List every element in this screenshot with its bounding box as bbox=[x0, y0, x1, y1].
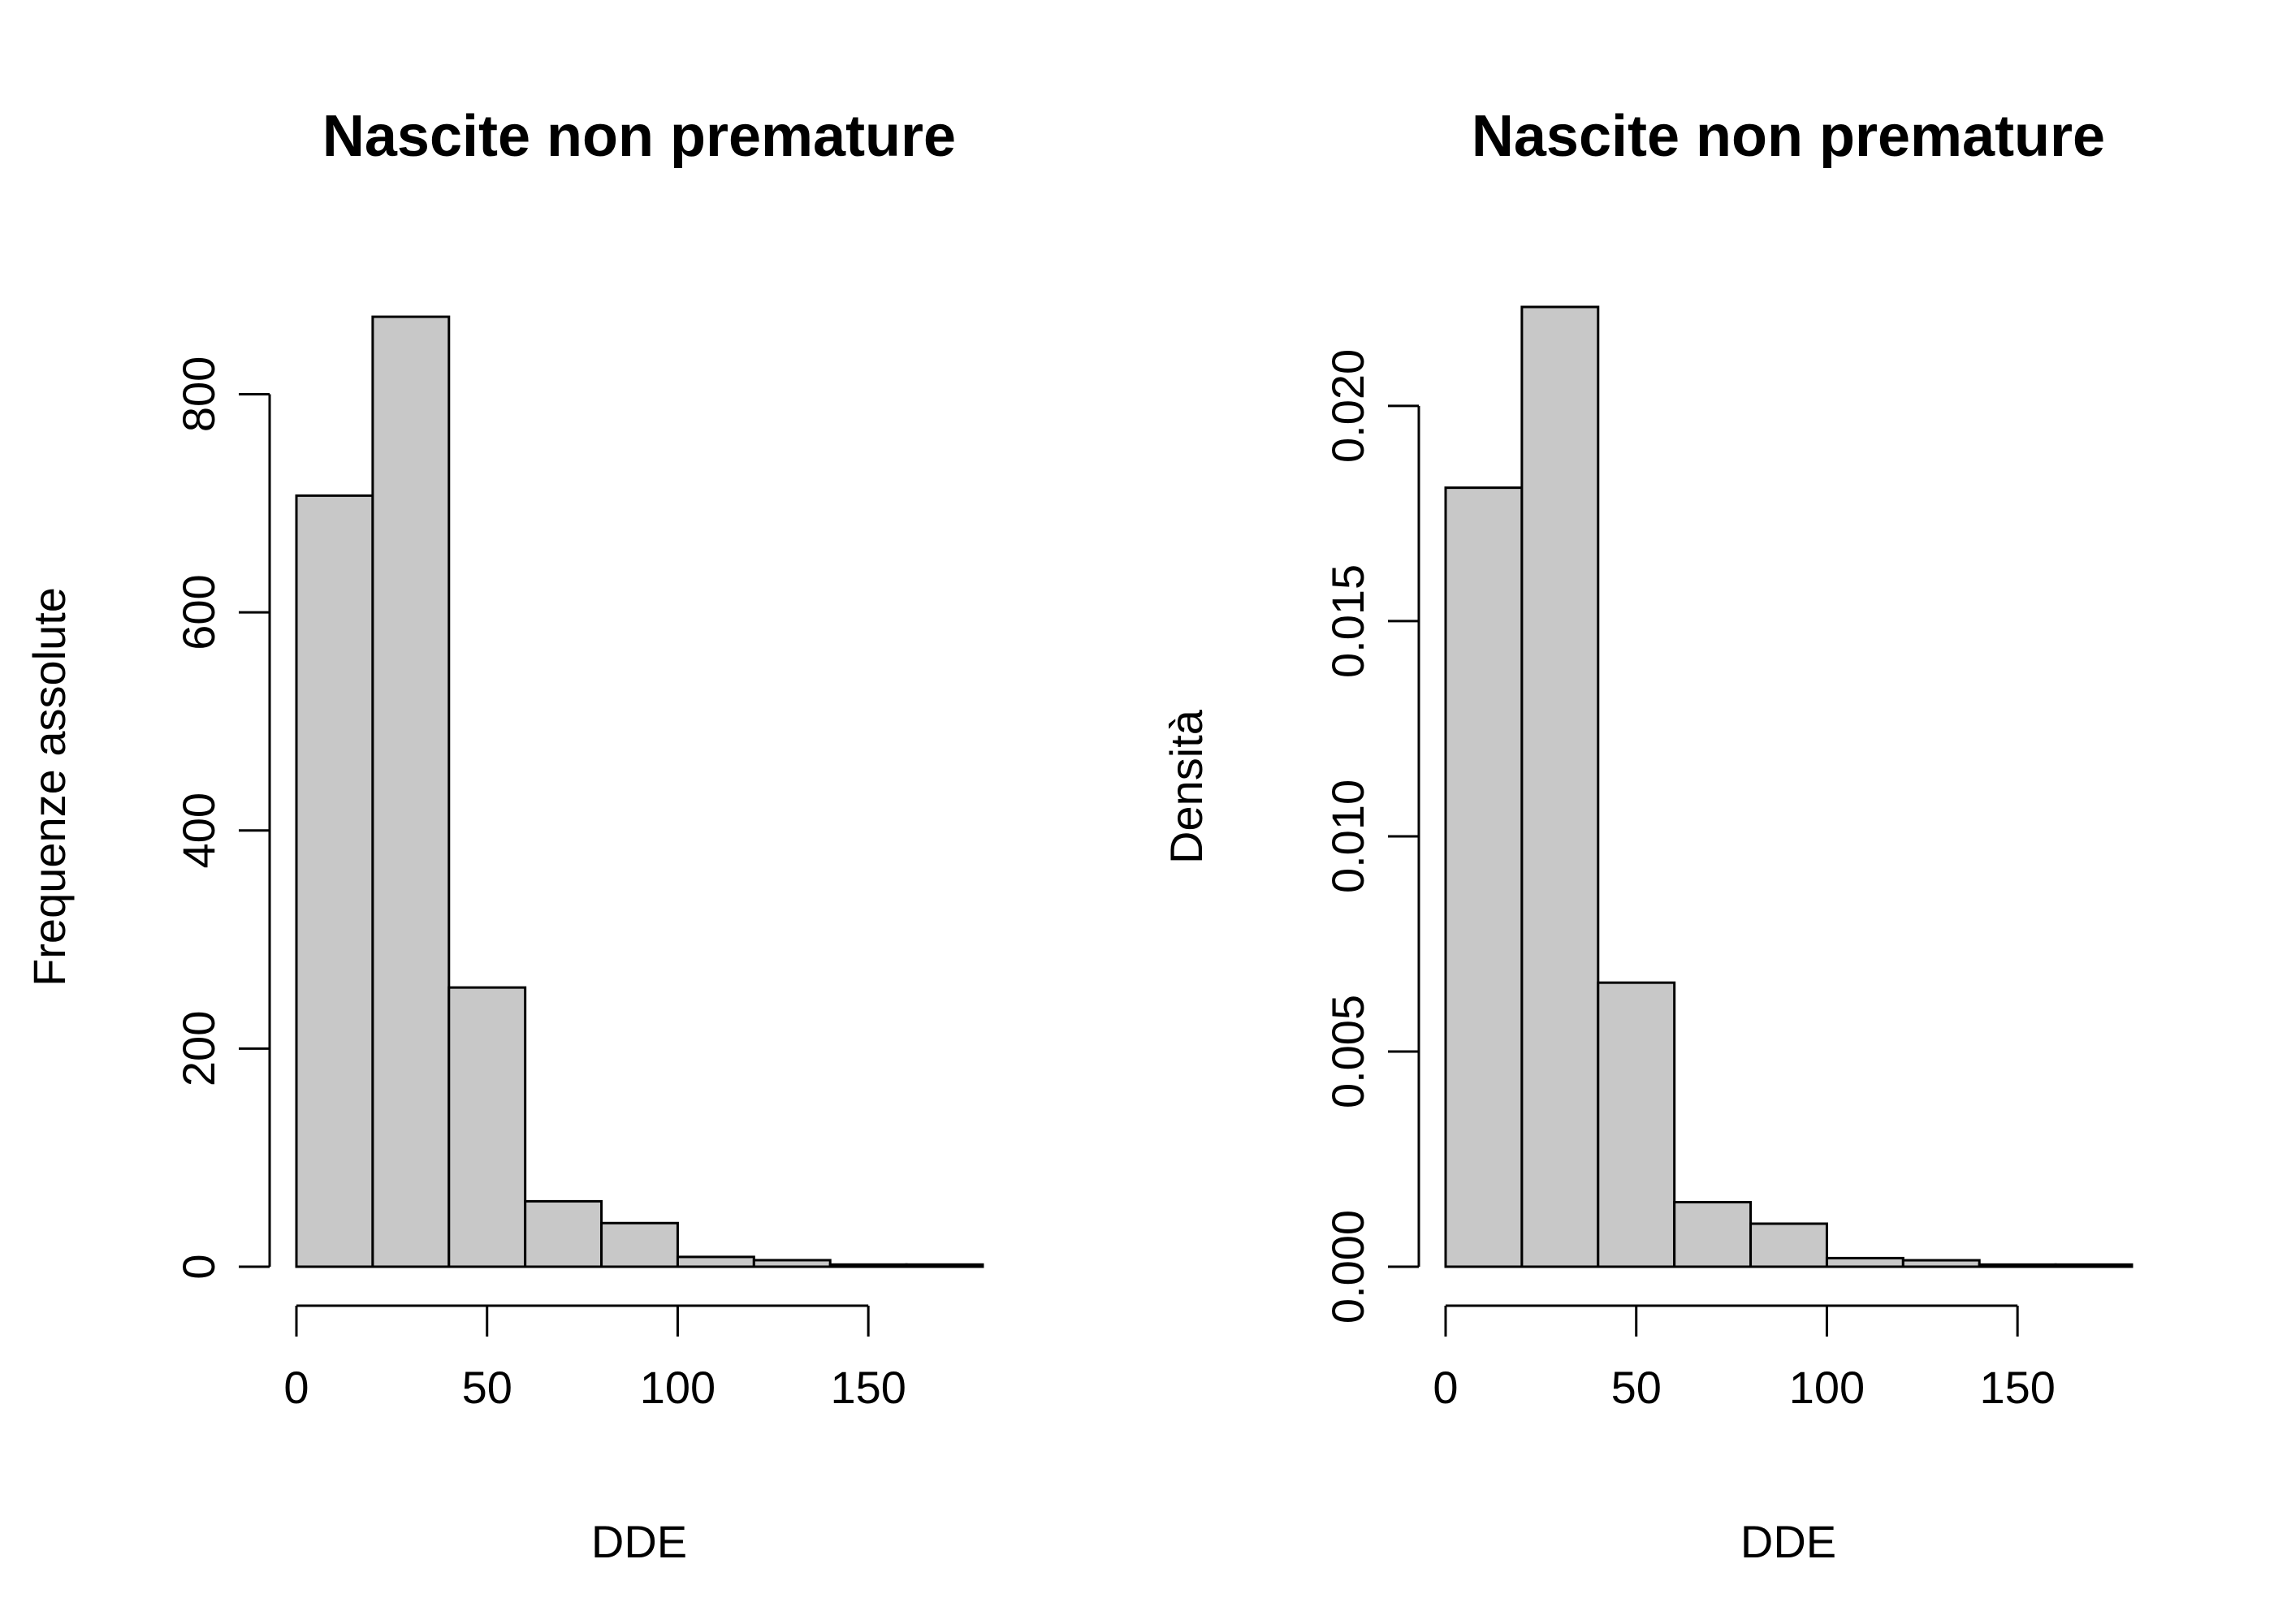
histogram-bar bbox=[905, 1263, 984, 1268]
y-tick-label: 0.000 bbox=[1322, 1210, 1373, 1324]
x-tick-label: 0 bbox=[283, 1362, 309, 1413]
histogram-bar bbox=[447, 986, 527, 1268]
y-tick-label: 0.010 bbox=[1322, 780, 1373, 893]
bars bbox=[295, 315, 984, 1268]
histogram-bar bbox=[1978, 1263, 2057, 1268]
histogram-bar bbox=[295, 494, 374, 1268]
y-axis-label: Frequenze assolute bbox=[24, 587, 75, 987]
histogram-bar bbox=[1825, 1256, 1904, 1268]
histogram-bar bbox=[1444, 486, 1524, 1268]
y-tick-label: 600 bbox=[173, 574, 224, 650]
chart-title: Nascite non premature bbox=[1472, 104, 2105, 169]
histogram-bar bbox=[1901, 1259, 1981, 1268]
histogram-bar bbox=[1520, 305, 1600, 1268]
y-tick-label: 0 bbox=[173, 1254, 224, 1279]
histogram-bar bbox=[524, 1199, 603, 1268]
histogram-bar bbox=[600, 1221, 679, 1268]
histogram-bar bbox=[2054, 1263, 2133, 1268]
x-tick-label: 100 bbox=[1789, 1362, 1865, 1413]
histogram-bar bbox=[1749, 1222, 1828, 1268]
x-axis: 0 50 100 150 bbox=[283, 1304, 906, 1413]
y-tick-label: 0.005 bbox=[1322, 995, 1373, 1108]
y-axis-label: Densità bbox=[1161, 709, 1212, 864]
histogram-bar bbox=[828, 1263, 908, 1268]
x-axis-label: DDE bbox=[1740, 1516, 1836, 1567]
x-tick-label: 50 bbox=[1611, 1362, 1662, 1413]
x-tick-label: 50 bbox=[462, 1362, 512, 1413]
histogram-bar bbox=[1597, 981, 1676, 1268]
x-axis-label: DDE bbox=[591, 1516, 687, 1567]
y-axis: 0.000 0.005 0.010 0.015 0.020 bbox=[1322, 349, 1420, 1324]
y-tick-label: 0.015 bbox=[1322, 564, 1373, 678]
y-tick-label: 0.020 bbox=[1322, 349, 1373, 463]
histogram-panel-density: Nascite non premature DDE Densità 0 50 100… bbox=[1161, 104, 2133, 1567]
x-tick-label: 150 bbox=[1979, 1362, 2055, 1413]
y-axis: 0 200 400 600 800 bbox=[173, 356, 271, 1280]
histogram-bar bbox=[1673, 1200, 1753, 1268]
x-tick-label: 150 bbox=[830, 1362, 906, 1413]
x-axis: 0 50 100 150 bbox=[1433, 1304, 2056, 1413]
y-tick-label: 400 bbox=[173, 793, 224, 868]
x-tick-label: 100 bbox=[640, 1362, 715, 1413]
x-tick-label: 0 bbox=[1433, 1362, 1458, 1413]
histogram-bar bbox=[371, 315, 451, 1268]
histogram-panel-frequencies: Nascite non premature DDE Frequenze asso… bbox=[24, 104, 984, 1567]
y-tick-label: 800 bbox=[173, 356, 224, 432]
histogram-bar bbox=[752, 1259, 832, 1268]
bars bbox=[1444, 305, 2133, 1268]
histogram-bar bbox=[676, 1255, 755, 1268]
y-tick-label: 200 bbox=[173, 1011, 224, 1086]
chart-title: Nascite non premature bbox=[322, 104, 956, 169]
